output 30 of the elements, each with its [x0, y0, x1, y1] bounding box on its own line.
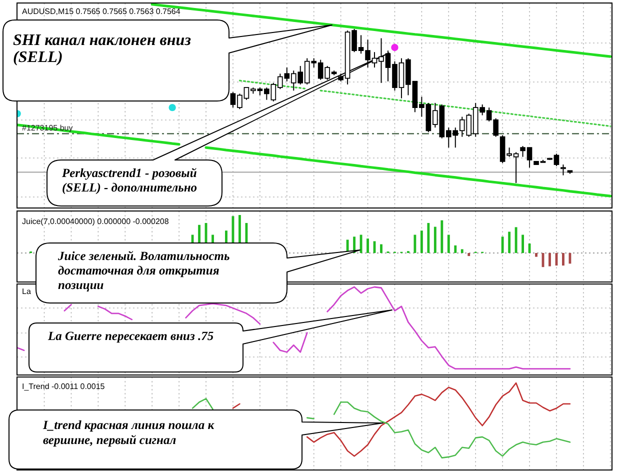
bar	[346, 240, 349, 253]
bar	[568, 253, 572, 264]
bar	[440, 220, 444, 253]
bar	[454, 245, 457, 253]
annotation: SHI канал наклонен вниз (SELL)	[13, 32, 191, 66]
annotation: Perkyasctrend1 - розовый (SELL) - дополнительно	[62, 166, 198, 194]
bar	[548, 253, 551, 266]
chart-title: La	[22, 287, 32, 296]
annotation: I_trend красная линия пошла к вершине, первый сигнал	[42, 418, 215, 447]
bar	[514, 227, 518, 253]
bar	[522, 234, 524, 253]
bar	[508, 232, 511, 253]
bar	[501, 236, 504, 253]
bar	[420, 230, 423, 253]
bar	[427, 222, 430, 253]
chart-title: Juice(7,0.00040000) 0.000000 -0.000208	[22, 217, 170, 226]
bar	[380, 244, 382, 253]
bar	[562, 253, 564, 266]
chart-title: AUDUSD,M15 0.7565 0.7565 0.7563 0.7564	[22, 7, 181, 16]
bar	[535, 253, 538, 257]
bar	[460, 249, 464, 253]
annotation: La Guerre пересекает вниз .75	[47, 329, 214, 343]
chart-title: I_Trend -0.0011 0.0015	[22, 382, 106, 391]
bar	[366, 238, 369, 253]
bar	[468, 253, 470, 256]
bar	[447, 234, 450, 253]
bar	[434, 226, 436, 253]
annotation: Juice зеленый. Волатильность достаточная для открытия позиции	[57, 249, 230, 292]
candlestick	[560, 164, 566, 176]
bar	[414, 234, 416, 253]
